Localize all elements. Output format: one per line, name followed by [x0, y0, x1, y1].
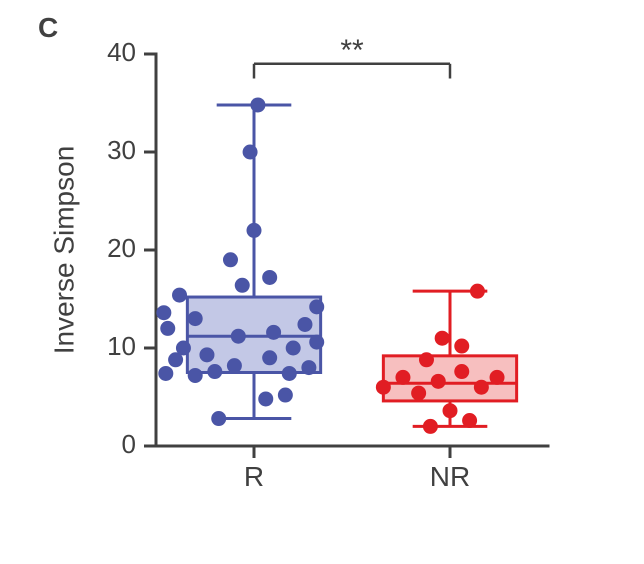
data-point	[474, 380, 489, 395]
data-point	[490, 370, 505, 385]
y-tick-label: 0	[122, 429, 136, 459]
data-point	[211, 411, 226, 426]
significance-label: **	[340, 34, 364, 67]
data-point	[435, 331, 450, 346]
data-point	[376, 380, 391, 395]
x-tick-label: R	[244, 461, 264, 492]
data-point	[462, 413, 477, 428]
data-point	[160, 321, 175, 336]
data-point	[258, 391, 273, 406]
y-tick-label: 20	[107, 233, 136, 263]
data-point	[172, 288, 187, 303]
data-point	[286, 341, 301, 356]
data-point	[176, 341, 191, 356]
data-point	[250, 97, 265, 112]
data-point	[243, 145, 258, 160]
data-point	[395, 370, 410, 385]
data-point	[309, 335, 324, 350]
data-point	[231, 329, 246, 344]
panel-label: C	[38, 12, 58, 44]
data-point	[266, 325, 281, 340]
y-tick-label: 10	[107, 331, 136, 361]
data-point	[247, 223, 262, 238]
data-point	[419, 352, 434, 367]
data-point	[158, 366, 173, 381]
data-point	[235, 278, 250, 293]
data-point	[227, 358, 242, 373]
data-point	[262, 350, 277, 365]
data-point	[199, 347, 214, 362]
y-tick-label: 30	[107, 135, 136, 165]
data-point	[156, 305, 171, 320]
data-point	[301, 360, 316, 375]
data-point	[470, 284, 485, 299]
data-point	[188, 368, 203, 383]
data-point	[278, 388, 293, 403]
data-point	[454, 339, 469, 354]
data-point	[223, 252, 238, 267]
data-point	[207, 364, 222, 379]
boxplot-chart: 0 10 20 30 40 Inverse Simpson R NR **	[0, 0, 644, 564]
data-point	[282, 366, 297, 381]
data-point	[423, 419, 438, 434]
data-point	[262, 270, 277, 285]
data-point	[297, 317, 312, 332]
y-axis-label: Inverse Simpson	[48, 146, 79, 355]
data-point	[443, 403, 458, 418]
x-tick-label: NR	[430, 461, 470, 492]
data-point	[411, 386, 426, 401]
y-tick-label: 40	[107, 37, 136, 67]
data-point	[309, 299, 324, 314]
data-point	[431, 374, 446, 389]
data-point	[454, 364, 469, 379]
data-point	[188, 311, 203, 326]
